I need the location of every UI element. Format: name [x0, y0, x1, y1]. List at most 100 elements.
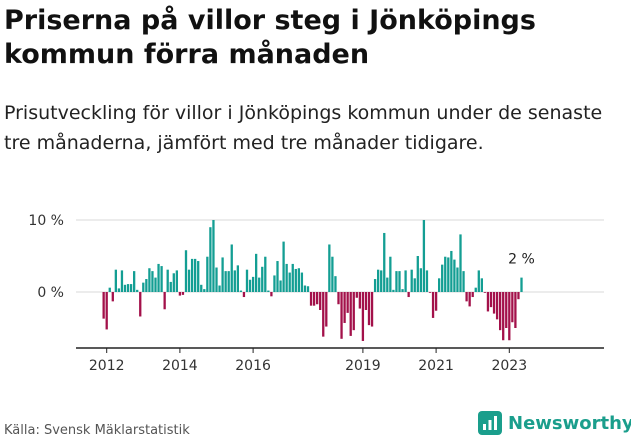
- bar: [291, 263, 294, 292]
- bar: [190, 258, 194, 292]
- bar: [361, 292, 365, 341]
- bar: [175, 270, 178, 292]
- bar: [383, 232, 386, 292]
- bar: [398, 271, 401, 292]
- bar: [123, 284, 127, 292]
- chart-title: Priserna på villor steg i Jönköpings kom…: [4, 5, 536, 70]
- x-tick-label: 2019: [345, 358, 381, 374]
- bar: [288, 272, 291, 292]
- bar: [282, 241, 285, 292]
- bar: [178, 292, 182, 296]
- bar: [334, 276, 337, 292]
- bar: [419, 268, 422, 292]
- bar: [508, 292, 511, 341]
- bar: [477, 270, 480, 292]
- bar: [209, 227, 212, 292]
- bar: [154, 277, 157, 292]
- bar: [456, 267, 459, 292]
- bar: [489, 292, 493, 308]
- bar: [151, 271, 154, 292]
- bar: [163, 292, 166, 310]
- bar: [386, 277, 389, 292]
- bar: [502, 292, 505, 341]
- x-tick-label: 2012: [89, 358, 125, 374]
- bar: [352, 292, 355, 331]
- bar: [416, 256, 419, 292]
- bar: [520, 277, 523, 292]
- bar: [111, 292, 114, 302]
- y-tick-label: 10 %: [28, 213, 64, 229]
- bar: [248, 279, 252, 292]
- bar: [203, 289, 206, 292]
- bar: [370, 292, 374, 327]
- bar: [499, 292, 502, 331]
- bar: [392, 289, 395, 292]
- bar: [133, 271, 136, 292]
- bar: [126, 284, 130, 292]
- source-note: Källa: Svensk Mäklarstatistik: [4, 423, 190, 438]
- bar: [495, 292, 499, 320]
- bar: [401, 289, 404, 292]
- bar: [218, 285, 221, 292]
- bar: [404, 270, 407, 292]
- brand-name: Newsworthy: [508, 412, 631, 434]
- y-tick-label: 0 %: [37, 285, 64, 301]
- bar: [306, 286, 310, 292]
- bar: [215, 267, 218, 292]
- bar: [462, 271, 465, 292]
- bar: [221, 257, 224, 292]
- bar: [160, 266, 163, 292]
- bar: [258, 277, 261, 292]
- bar: [389, 256, 392, 292]
- bar: [474, 287, 477, 292]
- x-tick-label: 2023: [491, 358, 527, 374]
- bar: [492, 292, 496, 314]
- bar: [129, 284, 133, 292]
- bar: [224, 271, 227, 292]
- bar: [157, 263, 160, 292]
- bar: [413, 278, 416, 292]
- bar: [309, 292, 313, 306]
- bar: [337, 292, 340, 305]
- bar: [285, 263, 288, 292]
- bar: [328, 244, 331, 292]
- bar: [468, 292, 471, 307]
- bar: [331, 256, 334, 292]
- bar: [184, 250, 188, 292]
- bar: [465, 292, 468, 302]
- bar: [355, 292, 358, 298]
- x-tick-label: 2016: [235, 358, 271, 374]
- bar: [340, 292, 343, 339]
- bar: [364, 292, 368, 310]
- bar: [145, 279, 148, 292]
- bar: [239, 290, 243, 292]
- bar: [511, 292, 514, 323]
- bar: [230, 244, 233, 292]
- bar: [206, 256, 209, 292]
- bar: [373, 279, 377, 292]
- chart-subtitle: Prisutveckling för villor i Jönköpings k…: [4, 102, 603, 154]
- bar: [480, 278, 483, 292]
- bar: [200, 284, 203, 292]
- bar: [255, 253, 258, 292]
- bar: [434, 292, 438, 311]
- bar: [169, 281, 172, 292]
- bar: [279, 280, 282, 292]
- bar: [395, 271, 398, 292]
- bar: [380, 270, 383, 292]
- bar: [483, 292, 487, 293]
- bar: [343, 292, 346, 323]
- bar: [407, 292, 410, 298]
- bar: [297, 268, 300, 292]
- bar: [108, 287, 111, 292]
- bar: [505, 292, 508, 328]
- bar: [346, 292, 349, 313]
- bar: [316, 292, 319, 305]
- bar: [236, 265, 239, 292]
- bar: [172, 273, 175, 292]
- bar: [319, 292, 322, 310]
- bar: [166, 269, 169, 292]
- bar: [444, 256, 447, 292]
- bar: [117, 288, 121, 292]
- bar: [267, 290, 270, 292]
